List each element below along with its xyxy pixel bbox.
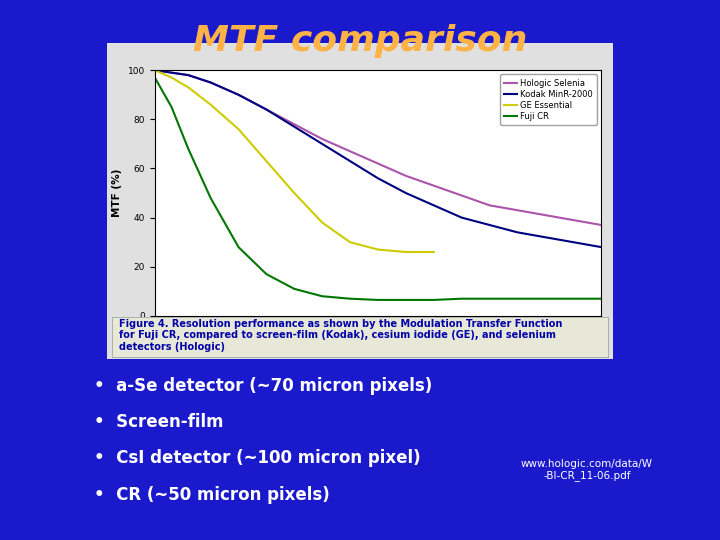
GE Essential xyxy=(150,67,159,73)
Kodak MinR-2000 xyxy=(374,175,382,181)
Fuji CR xyxy=(346,295,354,302)
Hologic Selenia xyxy=(569,217,577,224)
GE Essential xyxy=(184,84,193,91)
Kodak MinR-2000 xyxy=(485,222,494,228)
Hologic Selenia xyxy=(262,106,271,113)
Kodak MinR-2000 xyxy=(569,239,577,245)
Line: Hologic Selenia: Hologic Selenia xyxy=(155,70,601,225)
Line: Kodak MinR-2000: Kodak MinR-2000 xyxy=(155,70,601,247)
Kodak MinR-2000 xyxy=(457,214,466,221)
Y-axis label: MTF (%): MTF (%) xyxy=(112,169,122,217)
Fuji CR xyxy=(150,75,159,81)
Hologic Selenia xyxy=(167,70,176,76)
Fuji CR xyxy=(234,244,243,251)
Text: •  Screen-film: • Screen-film xyxy=(94,413,223,431)
Fuji CR xyxy=(374,296,382,303)
Kodak MinR-2000 xyxy=(429,202,438,208)
Kodak MinR-2000 xyxy=(402,190,410,197)
Fuji CR xyxy=(485,295,494,302)
Kodak MinR-2000 xyxy=(513,229,522,235)
Fuji CR xyxy=(184,146,193,152)
Hologic Selenia xyxy=(513,207,522,213)
Text: www.hologic.com/data/W
-BI-CR_11-06.pdf: www.hologic.com/data/W -BI-CR_11-06.pdf xyxy=(521,458,653,481)
Text: MTF comparison: MTF comparison xyxy=(193,24,527,58)
Fuji CR xyxy=(290,286,299,292)
Hologic Selenia xyxy=(457,192,466,199)
Hologic Selenia xyxy=(150,67,159,73)
Line: Fuji CR: Fuji CR xyxy=(155,78,601,300)
GE Essential xyxy=(402,249,410,255)
Hologic Selenia xyxy=(234,91,243,98)
Hologic Selenia xyxy=(374,160,382,167)
GE Essential xyxy=(167,75,176,81)
Fuji CR xyxy=(597,295,606,302)
Hologic Selenia xyxy=(346,148,354,154)
Hologic Selenia xyxy=(318,136,327,142)
GE Essential xyxy=(206,102,215,108)
Fuji CR xyxy=(569,295,577,302)
GE Essential xyxy=(429,249,438,255)
Kodak MinR-2000 xyxy=(318,140,327,147)
X-axis label: Spatial Frequency, lp/mm: Spatial Frequency, lp/mm xyxy=(303,340,453,350)
GE Essential xyxy=(346,239,354,245)
Fuji CR xyxy=(402,296,410,303)
Hologic Selenia xyxy=(541,212,549,218)
Hologic Selenia xyxy=(485,202,494,208)
Text: •  CsI detector (~100 micron pixel): • CsI detector (~100 micron pixel) xyxy=(94,449,420,468)
Text: •  CR (~50 micron pixels): • CR (~50 micron pixels) xyxy=(94,485,329,504)
Fuji CR xyxy=(429,296,438,303)
GE Essential xyxy=(262,158,271,164)
Kodak MinR-2000 xyxy=(150,67,159,73)
Kodak MinR-2000 xyxy=(290,124,299,130)
Fuji CR xyxy=(541,295,549,302)
GE Essential xyxy=(318,219,327,226)
Hologic Selenia xyxy=(402,173,410,179)
Hologic Selenia xyxy=(597,222,606,228)
Kodak MinR-2000 xyxy=(167,70,176,76)
Text: •  a-Se detector (~70 micron pixels): • a-Se detector (~70 micron pixels) xyxy=(94,377,432,395)
Hologic Selenia xyxy=(206,79,215,86)
Fuji CR xyxy=(457,295,466,302)
Text: Figure 4. Resolution performance as shown by the Modulation Transfer Function
fo: Figure 4. Resolution performance as show… xyxy=(119,319,562,352)
Kodak MinR-2000 xyxy=(597,244,606,251)
Legend: Hologic Selenia, Kodak MinR-2000, GE Essential, Fuji CR: Hologic Selenia, Kodak MinR-2000, GE Ess… xyxy=(500,75,597,125)
Hologic Selenia xyxy=(290,121,299,127)
Kodak MinR-2000 xyxy=(541,234,549,240)
Hologic Selenia xyxy=(429,183,438,189)
Fuji CR xyxy=(318,293,327,300)
Hologic Selenia xyxy=(184,72,193,78)
Kodak MinR-2000 xyxy=(262,106,271,113)
Kodak MinR-2000 xyxy=(234,91,243,98)
Fuji CR xyxy=(206,195,215,201)
Kodak MinR-2000 xyxy=(346,158,354,164)
Kodak MinR-2000 xyxy=(206,79,215,86)
Fuji CR xyxy=(262,271,271,278)
GE Essential xyxy=(234,126,243,132)
GE Essential xyxy=(374,246,382,253)
Fuji CR xyxy=(513,295,522,302)
Kodak MinR-2000 xyxy=(184,72,193,78)
GE Essential xyxy=(290,190,299,197)
Line: GE Essential: GE Essential xyxy=(155,70,433,252)
Fuji CR xyxy=(167,104,176,110)
